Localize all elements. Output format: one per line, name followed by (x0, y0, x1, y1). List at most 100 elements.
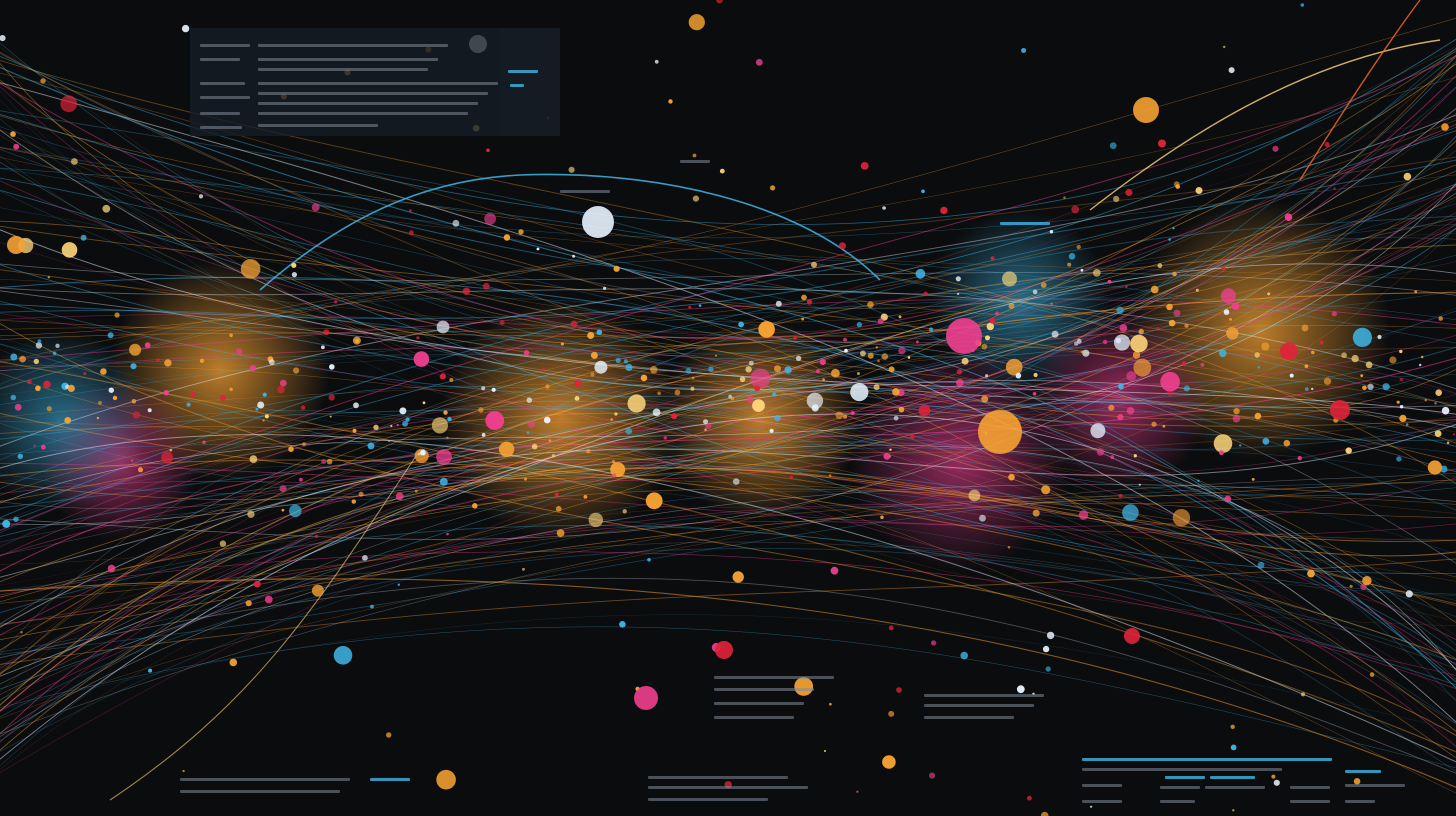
node-dot (353, 402, 359, 409)
text-line-placeholder (1082, 768, 1282, 771)
flow-curve (0, 159, 1456, 519)
node-dot (1200, 362, 1205, 367)
node-dot (147, 408, 152, 413)
flow-curve (0, 626, 1456, 769)
node-dot (668, 99, 673, 104)
node-dot (328, 394, 335, 401)
node-dot (281, 508, 285, 512)
node-dot (801, 317, 805, 321)
node-dot (560, 342, 565, 346)
node-dot (850, 411, 855, 416)
node-dot (619, 621, 626, 628)
node-dot (1273, 779, 1280, 786)
flow-curve (0, 467, 1456, 712)
node-dot (1353, 778, 1361, 785)
text-line-placeholder (924, 716, 1014, 719)
flow-curve (0, 416, 1456, 454)
node-dot (1360, 583, 1367, 590)
flow-curve (0, 413, 1456, 760)
node-dot (755, 58, 763, 66)
node-dot (1367, 383, 1374, 390)
text-line-placeholder (200, 82, 245, 85)
flow-curve (0, 223, 1456, 418)
flow-curve (0, 126, 1456, 509)
node-dot (182, 769, 185, 773)
node-dot (98, 401, 102, 405)
node-dot (436, 449, 452, 465)
node-dot (329, 364, 335, 370)
node-dot (1399, 414, 1407, 422)
node-dot (1440, 465, 1448, 473)
node-dot (1254, 412, 1262, 420)
node-dot (1230, 724, 1235, 729)
flow-curve (0, 461, 1456, 748)
flow-curve (0, 381, 1456, 685)
flow-curve (0, 412, 1456, 732)
node-dot (64, 417, 72, 424)
node-dot (1438, 316, 1443, 321)
node-dot (311, 203, 320, 212)
node-dot (100, 368, 107, 375)
node-dot (738, 321, 744, 328)
node-dot (1046, 631, 1055, 640)
node-dot (518, 229, 524, 235)
flow-curve (0, 115, 1456, 408)
flow-curve (0, 459, 1456, 661)
node-dot (1082, 349, 1090, 357)
flow-curve (0, 135, 1456, 358)
node-dot (13, 516, 19, 522)
node-dot (431, 417, 448, 434)
node-dot (893, 415, 899, 421)
node-dot (1220, 288, 1236, 304)
node-dot (1156, 327, 1160, 331)
text-line-placeholder (714, 676, 834, 679)
node-dot (915, 268, 926, 279)
flow-curve (0, 400, 1456, 725)
text-line-placeholder (258, 92, 488, 95)
node-dot (1396, 400, 1400, 404)
node-dot (386, 732, 392, 738)
node-dot (822, 378, 825, 381)
flow-curve (0, 81, 1456, 514)
node-dot (1424, 398, 1427, 402)
node-dot (1063, 196, 1066, 199)
node-dot (41, 444, 46, 450)
node-dot (163, 390, 169, 396)
node-dot (229, 333, 233, 338)
text-line-placeholder (258, 58, 438, 61)
node-dot (33, 444, 36, 447)
flow-curve (0, 229, 1456, 415)
node-dot (352, 336, 361, 345)
node-dot (367, 442, 375, 450)
node-dot (1166, 303, 1173, 311)
node-dot (968, 489, 981, 502)
node-dot (485, 411, 505, 430)
node-dot-large (1133, 97, 1159, 123)
node-dot (107, 564, 116, 573)
text-line-placeholder (258, 102, 478, 105)
flow-curve (0, 184, 1456, 592)
node-dot (867, 352, 874, 359)
node-dot (750, 368, 771, 389)
node-dot (647, 558, 651, 562)
node-dot (264, 414, 269, 419)
node-dot (397, 583, 400, 586)
node-dot (1267, 292, 1271, 296)
node-dot (772, 392, 777, 397)
node-dot (554, 492, 559, 497)
node-dot (1231, 302, 1240, 310)
node-dot (299, 477, 303, 482)
node-dot (1110, 455, 1115, 459)
node-dot (472, 503, 478, 509)
flow-curve (0, 79, 1456, 463)
flow-curve (0, 521, 1456, 712)
flow-curve (0, 170, 1456, 625)
node-dot (888, 625, 894, 631)
node-dot (1352, 327, 1372, 347)
node-dot (446, 436, 449, 439)
flow-curve (0, 86, 1456, 636)
node-dot (1032, 392, 1037, 396)
node-dot (873, 384, 880, 391)
node-dot (1399, 405, 1404, 409)
